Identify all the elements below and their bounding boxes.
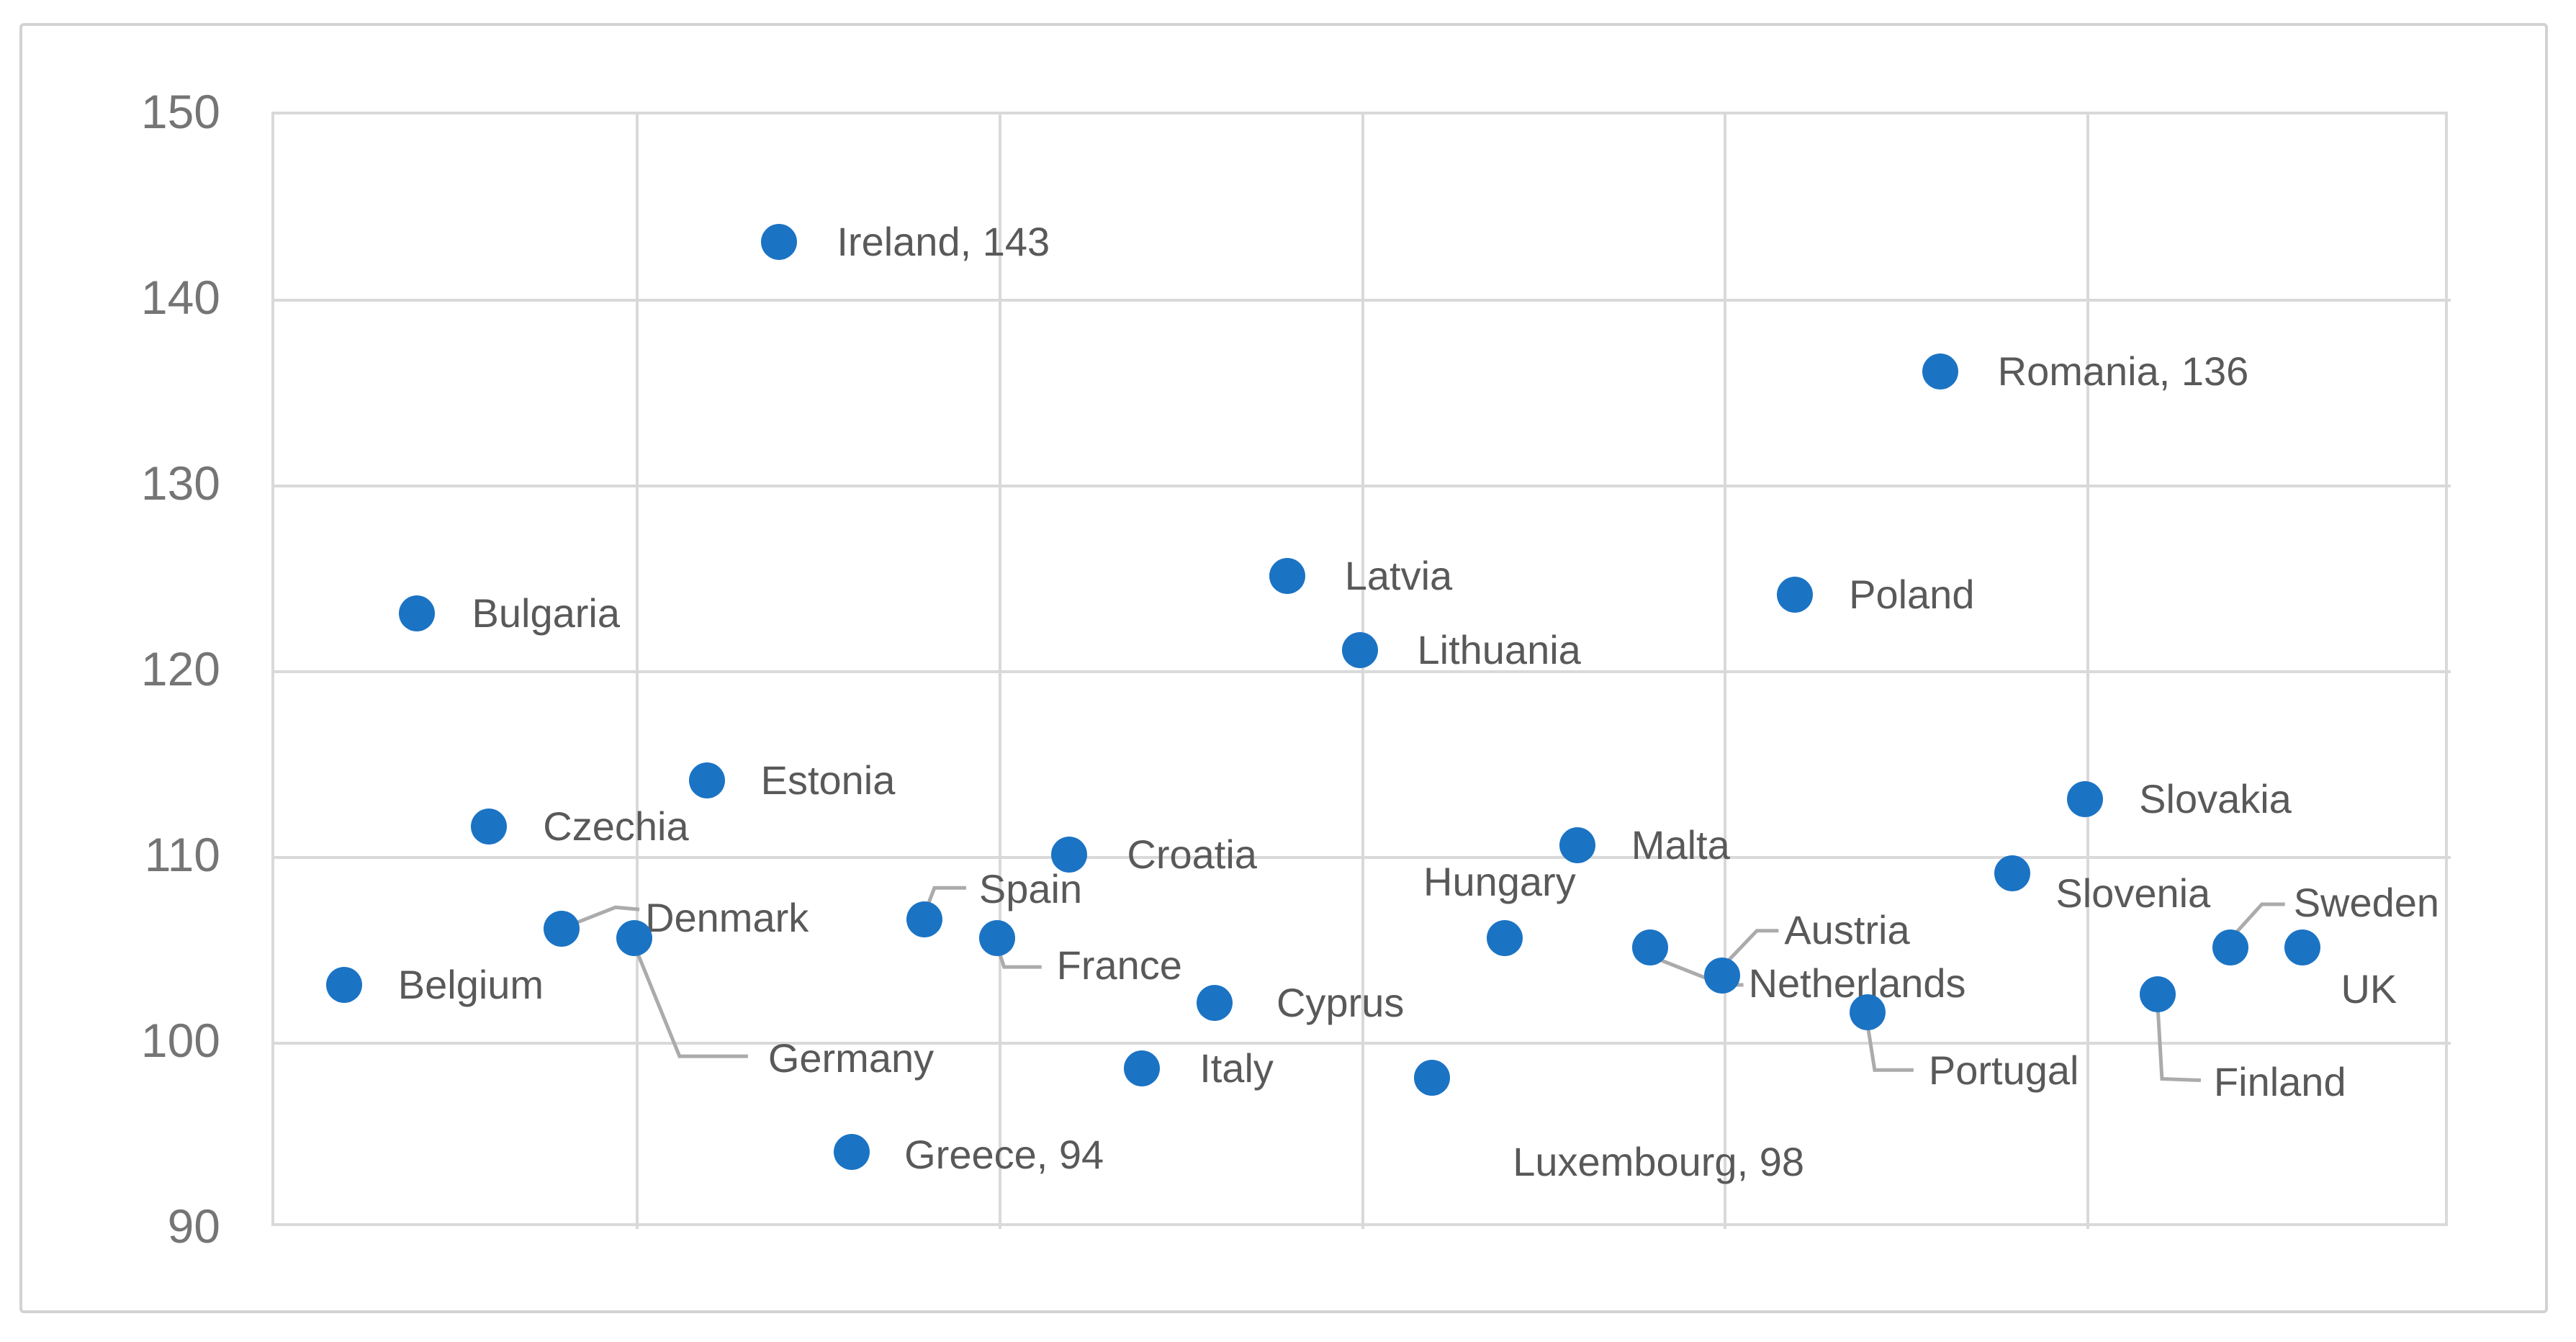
data-point-malta — [1559, 827, 1595, 864]
data-label-slovakia: Slovakia — [2139, 775, 2292, 821]
y-tick-100: 100 — [140, 1014, 220, 1067]
data-point-latvia — [1269, 558, 1305, 594]
y-tick-90: 90 — [167, 1199, 220, 1253]
data-label-germany: Germany — [767, 1035, 935, 1081]
data-label-italy: Italy — [1199, 1045, 1274, 1091]
data-label-malta: Malta — [1631, 822, 1730, 868]
data-label-austria: Austria — [1784, 906, 1910, 953]
data-point-finland — [2139, 976, 2176, 1012]
data-point-france — [978, 920, 1015, 957]
data-point-lithuania — [1341, 632, 1378, 669]
data-point-netherlands — [1631, 929, 1668, 965]
data-point-greece — [834, 1133, 870, 1170]
y-tick-150: 150 — [140, 85, 220, 138]
gridline-v-5 — [635, 114, 639, 1229]
data-point-uk — [2284, 929, 2321, 965]
data-point-estonia — [688, 762, 725, 798]
data-label-uk: UK — [2341, 966, 2397, 1012]
data-point-belgium — [325, 966, 362, 1003]
data-label-belgium: Belgium — [397, 961, 544, 1007]
data-label-bulgaria: Bulgaria — [472, 590, 620, 636]
data-label-france: France — [1056, 942, 1182, 989]
data-point-czechia — [471, 809, 508, 845]
data-label-spain: Spain — [978, 866, 1083, 912]
data-point-austria — [1704, 957, 1741, 994]
data-label-lithuania: Lithuania — [1417, 627, 1581, 673]
y-tick-140: 140 — [140, 271, 220, 324]
data-label-luxembourg: Luxembourg, 98 — [1513, 1138, 1804, 1184]
y-tick-120: 120 — [140, 642, 220, 695]
data-point-croatia — [1051, 837, 1088, 873]
data-label-poland: Poland — [1849, 571, 1975, 617]
plot-area — [271, 112, 2451, 1229]
gridline-v-15 — [1361, 114, 1364, 1229]
gridline-v-10 — [998, 114, 1001, 1229]
data-label-denmark: Denmark — [645, 895, 809, 941]
data-point-slovenia — [1994, 855, 2031, 891]
data-point-spain — [906, 901, 942, 938]
data-label-slovenia: Slovenia — [2055, 870, 2211, 916]
data-label-cyprus: Cyprus — [1276, 980, 1405, 1026]
data-point-romania — [1922, 353, 1958, 390]
data-point-slovakia — [2067, 780, 2104, 817]
data-label-czechia: Czechia — [543, 803, 689, 850]
data-label-finland: Finland — [2213, 1058, 2346, 1104]
data-label-greece: Greece, 94 — [904, 1131, 1104, 1177]
data-point-italy — [1124, 1050, 1161, 1086]
data-label-estonia: Estonia — [760, 757, 896, 803]
data-point-portugal — [1849, 994, 1886, 1031]
data-point-sweden — [2212, 929, 2248, 965]
y-tick-130: 130 — [140, 456, 220, 510]
data-point-bulgaria — [398, 595, 435, 631]
data-point-germany — [616, 920, 652, 957]
data-point-hungary — [1487, 920, 1523, 957]
gridline-v-25 — [2086, 114, 2090, 1229]
data-label-ireland: Ireland, 143 — [837, 218, 1050, 264]
data-label-portugal: Portugal — [1928, 1048, 2079, 1094]
data-point-ireland — [761, 223, 798, 260]
data-label-romania: Romania, 136 — [1997, 348, 2249, 395]
data-point-cyprus — [1196, 985, 1233, 1022]
data-label-latvia: Latvia — [1344, 553, 1453, 598]
data-point-luxembourg — [1414, 1059, 1451, 1096]
gridline-v-20 — [1724, 114, 1727, 1229]
data-point-poland — [1777, 576, 1814, 613]
data-label-croatia: Croatia — [1127, 832, 1257, 877]
data-label-hungary: Hungary — [1423, 859, 1576, 905]
data-label-sweden: Sweden — [2293, 880, 2440, 925]
data-point-denmark — [544, 911, 580, 947]
y-tick-110: 110 — [144, 828, 220, 881]
